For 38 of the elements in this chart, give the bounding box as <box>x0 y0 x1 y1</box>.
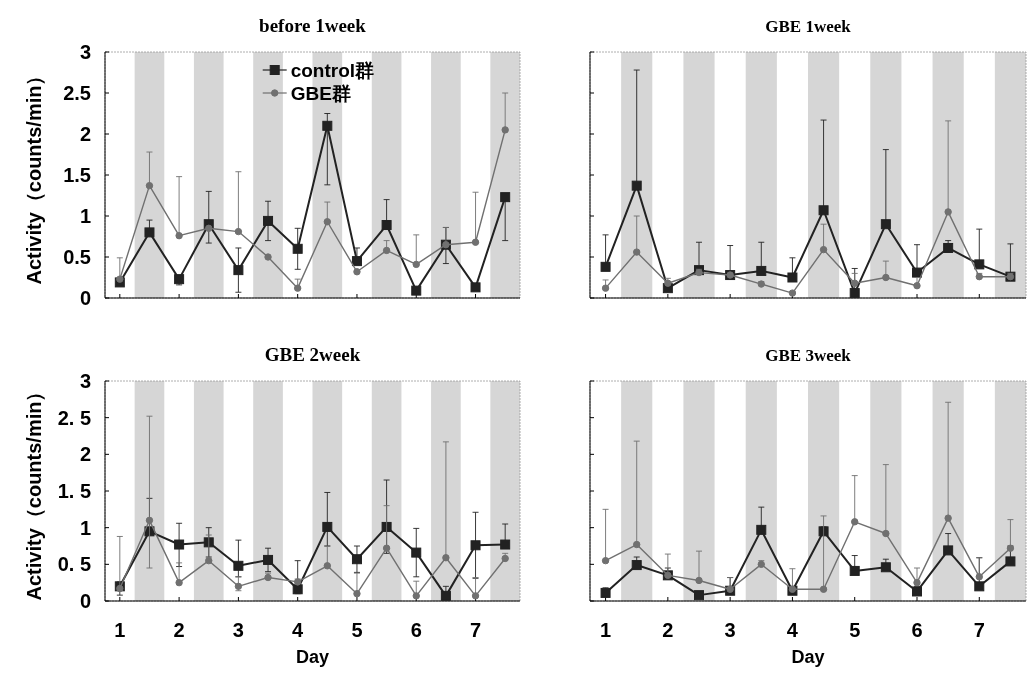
y-tick-label: 3 <box>79 370 91 392</box>
x-tick-label: 1 <box>114 619 126 641</box>
y-axis-title: Activity（counts/min） <box>23 381 45 601</box>
y-tick-label: 2.5 <box>63 82 91 104</box>
x-tick-label: 7 <box>973 619 985 641</box>
chart-title: GBE 1week <box>765 17 852 36</box>
y-tick-label: 2 <box>79 443 91 466</box>
y-tick-label: 0.5 <box>63 246 91 268</box>
x-tick-label: 3 <box>232 619 244 641</box>
chart-title: GBE 2week <box>264 344 361 365</box>
x-tick-label: 5 <box>849 619 861 641</box>
x-tick-label: 5 <box>351 619 363 641</box>
chart-title: GBE 3week <box>765 346 852 365</box>
x-axis-title: Day <box>295 647 330 667</box>
x-tick-label: 3 <box>724 619 736 641</box>
x-tick-label: 6 <box>911 619 923 641</box>
x-tick-label: 2 <box>173 619 185 641</box>
chart-title: before 1week <box>259 15 367 36</box>
legend-label: GBE群 <box>290 83 351 104</box>
y-tick-label: 3 <box>79 41 91 63</box>
legend-label: control群 <box>290 60 375 81</box>
x-tick-label: 4 <box>292 619 305 641</box>
x-tick-label: 7 <box>469 619 482 641</box>
x-axis-title: Day <box>791 647 825 667</box>
y-tick-label: 0. 5 <box>57 553 91 576</box>
y-tick-label: 2. 5 <box>57 406 91 429</box>
y-tick-label: 1 <box>79 516 91 539</box>
y-tick-label: 2 <box>79 123 91 145</box>
x-tick-label: 2 <box>662 619 674 641</box>
y-axis-title: Activity（counts/min） <box>23 65 45 285</box>
x-tick-label: 1 <box>600 619 612 641</box>
y-tick-label: 1. 5 <box>57 480 91 502</box>
y-tick-label: 1 <box>79 205 91 227</box>
x-tick-label: 4 <box>786 619 799 641</box>
y-tick-label: 1.5 <box>63 164 91 186</box>
y-tick-label: 0 <box>79 590 91 612</box>
x-tick-label: 6 <box>410 619 422 641</box>
y-tick-label: 0 <box>79 287 91 309</box>
